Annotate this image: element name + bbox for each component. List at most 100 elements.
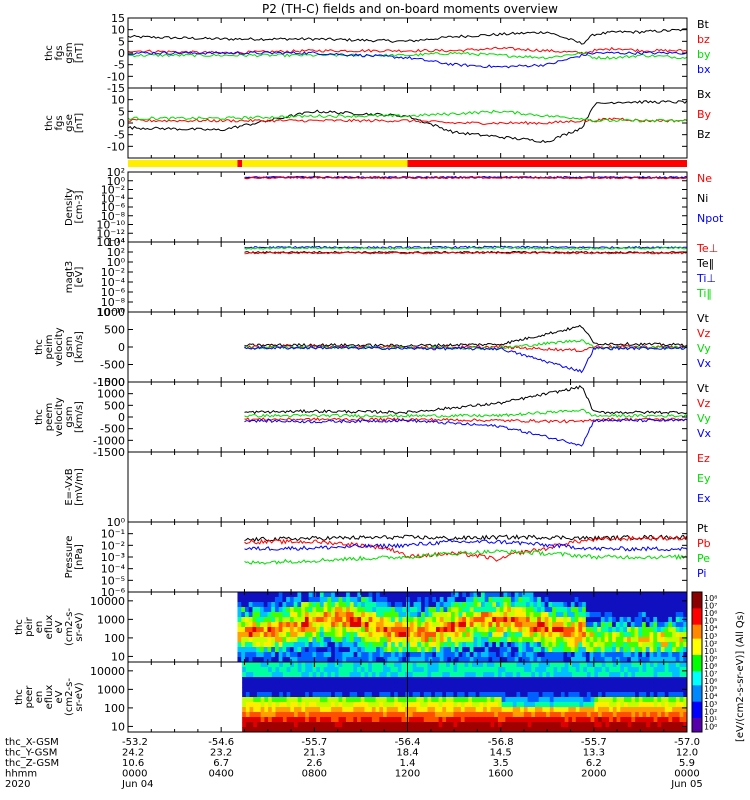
spectrogram-cell xyxy=(406,627,411,633)
spectrogram-cell xyxy=(600,632,605,638)
spectrogram-cell xyxy=(660,647,665,653)
spectrogram-cell xyxy=(331,707,336,713)
spectrogram-cell xyxy=(583,717,588,723)
spectrogram-cell xyxy=(598,697,603,703)
spectrogram-cell xyxy=(572,667,577,673)
spectrogram-cell xyxy=(294,692,299,698)
spectrogram-cell xyxy=(535,707,540,713)
spectrogram-cell xyxy=(357,672,362,678)
spectrogram-cell xyxy=(507,657,512,663)
x-axis-value: 1200 xyxy=(395,769,420,780)
spectrogram-cell xyxy=(453,697,458,703)
spectrogram-cell xyxy=(578,592,583,598)
x-axis-row-label: thc_Z-GSM xyxy=(5,758,59,769)
spectrogram-cell xyxy=(560,727,566,733)
spectrogram-cell xyxy=(319,717,325,723)
spectrogram-cell xyxy=(286,647,291,653)
spectrogram-cell xyxy=(294,687,299,693)
spectrogram-cell xyxy=(376,627,381,633)
spectrogram-cell xyxy=(387,612,392,618)
spectrogram-cell xyxy=(672,592,677,598)
spectrogram-cell xyxy=(290,707,295,713)
spectrogram-cell xyxy=(518,597,523,603)
spectrogram-cell xyxy=(642,717,647,723)
spectrogram-cell xyxy=(401,692,406,698)
spectrogram-cell xyxy=(406,602,411,608)
spectrogram-cell xyxy=(286,707,291,713)
spectrogram-cell xyxy=(394,727,399,733)
spectrogram-cell xyxy=(653,692,658,698)
spectrogram-cell xyxy=(570,657,576,663)
spectrogram-cell xyxy=(653,687,658,693)
spectrogram-cell xyxy=(376,592,381,598)
spectrogram-cell xyxy=(483,667,488,673)
spectrogram-cell xyxy=(546,677,551,683)
spectrogram-cell xyxy=(488,632,493,638)
spectrogram-cell xyxy=(538,712,543,718)
spectrogram-cell xyxy=(484,652,489,658)
spectrogram-cell xyxy=(427,717,432,723)
spectrogram-cell xyxy=(327,712,332,718)
spectrogram-cell xyxy=(345,677,351,683)
spectrogram-cell xyxy=(416,692,421,698)
spectrogram-cell xyxy=(371,677,376,683)
spectrogram-cell xyxy=(397,717,402,723)
spectrogram-cell xyxy=(453,702,458,708)
spectrogram-cell xyxy=(401,667,406,673)
spectrogram-cell xyxy=(327,697,332,703)
spectrogram-cell xyxy=(323,597,328,603)
spectrogram-cell xyxy=(402,602,407,608)
colorbar-cell xyxy=(692,620,702,623)
spectrogram-cell xyxy=(439,612,444,618)
spectrogram-cell xyxy=(657,662,662,668)
spectrogram-cell xyxy=(460,667,465,673)
spectrogram-cell xyxy=(535,672,540,678)
spectrogram-cell xyxy=(627,662,632,668)
spectrogram-cell xyxy=(559,602,564,608)
spectrogram-cell xyxy=(464,662,469,668)
spectrogram-cell xyxy=(509,682,514,688)
spectrogram-cell xyxy=(453,682,458,688)
spectrogram-cell xyxy=(259,617,265,623)
spectrogram-cell xyxy=(531,712,536,718)
spectrogram-cell xyxy=(529,602,534,608)
spectrogram-cell xyxy=(457,672,462,678)
spectrogram-cell xyxy=(308,717,313,723)
y-axis-label-line: peem xyxy=(44,403,55,431)
spectrogram-cell xyxy=(480,657,486,663)
spectrogram-cell xyxy=(447,632,452,638)
spectrogram-cell xyxy=(469,597,474,603)
spectrogram-cell xyxy=(645,617,650,623)
spectrogram-cell xyxy=(342,682,347,688)
spectrogram-cell xyxy=(289,597,295,603)
spectrogram-cell xyxy=(507,632,512,638)
spectrogram-cell xyxy=(431,692,436,698)
spectrogram-cell xyxy=(458,612,463,618)
spectrogram-cell xyxy=(572,702,577,708)
spectrogram-cell xyxy=(460,712,465,718)
spectrogram-cell xyxy=(661,677,666,683)
spectrogram-cell xyxy=(390,677,395,683)
spectrogram-cell xyxy=(679,652,684,658)
spectrogram-cell xyxy=(271,682,276,688)
spectrogram-cell xyxy=(436,632,441,638)
spectrogram-cell xyxy=(428,602,433,608)
spectrogram-cell xyxy=(451,632,456,638)
spectrogram-cell xyxy=(379,662,384,668)
spectrogram-cell xyxy=(424,592,429,598)
spectrogram-cell xyxy=(600,607,605,613)
x-axis-row-label: thc_Y-GSM xyxy=(5,748,57,759)
spectrogram-cell xyxy=(412,662,417,668)
spectrogram-cell xyxy=(256,602,261,608)
spectrogram-cell xyxy=(289,602,295,608)
spectrogram-cell xyxy=(390,667,395,673)
spectrogram-cell xyxy=(364,672,369,678)
panel-frame xyxy=(127,171,688,243)
spectrogram-cell xyxy=(578,622,583,628)
spectrogram-cell xyxy=(438,677,443,683)
spectrogram-cell xyxy=(446,722,451,728)
spectrogram-cell xyxy=(631,707,636,713)
spectrogram-cell xyxy=(609,667,614,673)
spectrogram-cell xyxy=(327,597,332,603)
y-axis-label-line: [km/s] xyxy=(74,401,85,433)
